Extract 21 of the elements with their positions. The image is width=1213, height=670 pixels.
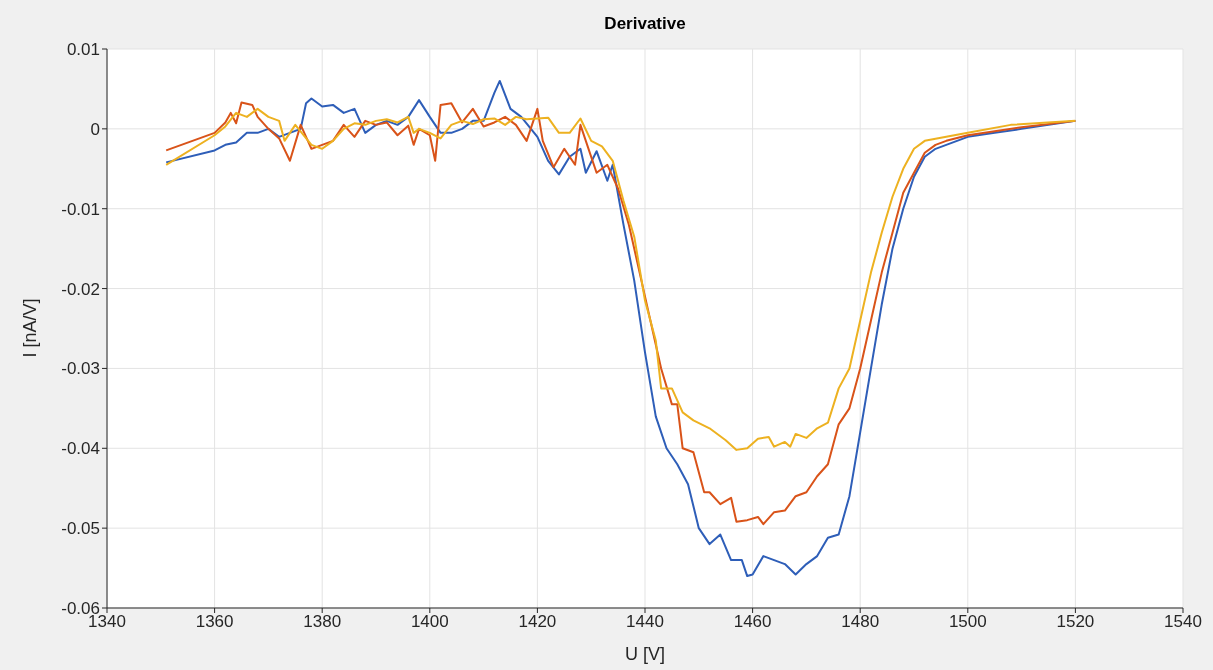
chart-title: Derivative xyxy=(603,14,687,34)
x-tick-label: 1380 xyxy=(303,612,342,632)
y-axis-title: I [nA/V] xyxy=(19,298,41,358)
y-tick-label: 0.01 xyxy=(66,40,100,60)
x-tick-label: 1500 xyxy=(948,612,987,632)
y-tick-label: -0.05 xyxy=(61,519,100,539)
y-tick-label: -0.03 xyxy=(61,359,100,379)
x-tick-label: 1480 xyxy=(841,612,880,632)
x-tick-label: 1460 xyxy=(733,612,772,632)
x-axis-title: U [V] xyxy=(624,644,666,665)
y-tick-label: -0.01 xyxy=(61,199,100,219)
x-tick-label: 1520 xyxy=(1056,612,1095,632)
y-tick-label: -0.02 xyxy=(61,279,100,299)
x-tick-label: 1540 xyxy=(1164,612,1202,632)
line-series xyxy=(165,107,1077,451)
y-tick-label: 0 xyxy=(90,119,100,139)
x-tick-label: 1420 xyxy=(518,612,557,632)
x-tick-label: 1400 xyxy=(410,612,449,632)
x-tick-label: 1360 xyxy=(195,612,234,632)
y-tick-label: -0.04 xyxy=(61,439,100,459)
x-tick-label: 1440 xyxy=(626,612,664,632)
